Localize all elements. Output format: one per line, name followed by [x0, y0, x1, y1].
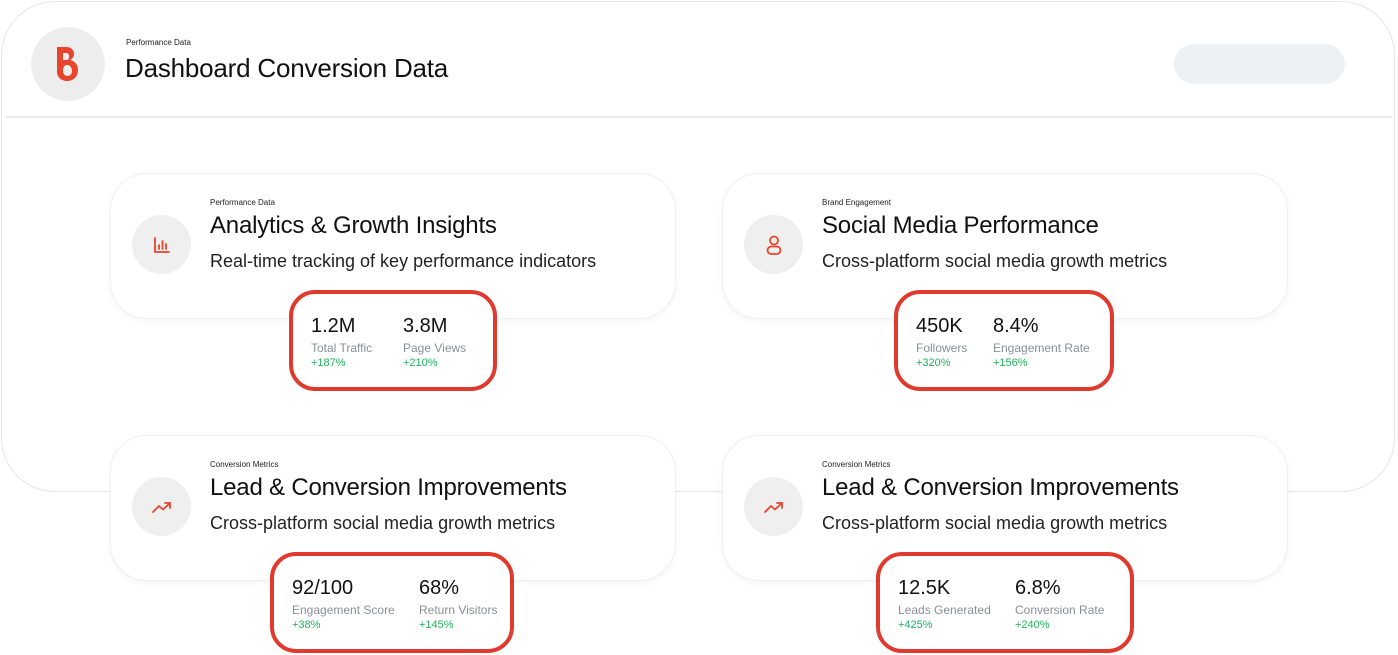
metrics-highlight-lead-2: 12.5K Leads Generated +425% 6.8% Convers…	[876, 552, 1134, 653]
header-eyebrow: Performance Data	[126, 38, 191, 47]
card-icon-wrap	[744, 215, 803, 274]
card-description: Cross-platform social media growth metri…	[210, 513, 556, 533]
brand-b-logo-icon	[57, 47, 78, 81]
card-icon-wrap	[132, 477, 191, 536]
metric-change: +425%	[898, 619, 933, 631]
metric-page-views: 3.8M Page Views +210%	[403, 314, 466, 370]
metrics-highlight-analytics: 1.2M Total Traffic +187% 3.8M Page Views…	[289, 290, 497, 391]
page-title: Dashboard Conversion Data	[125, 53, 449, 83]
metric-engagement-rate: 8.4% Engagement Rate +156%	[993, 314, 1090, 370]
metric-leads-generated: 12.5K Leads Generated +425%	[898, 576, 991, 632]
metric-change: +240%	[1015, 619, 1050, 631]
card-title: Lead & Conversion Improvements	[210, 474, 567, 501]
trending-up-icon	[151, 501, 171, 513]
metric-change: +38%	[292, 619, 321, 631]
metric-value: 1.2M	[311, 315, 356, 337]
card-eyebrow: Conversion Metrics	[822, 460, 891, 469]
metrics-highlight-social: 450K Followers +320% 8.4% Engagement Rat…	[894, 290, 1114, 391]
bar-chart-icon	[153, 236, 170, 253]
metric-change: +156%	[993, 357, 1028, 369]
card-icon-wrap	[132, 215, 191, 274]
card-icon-wrap	[744, 477, 803, 536]
metric-label: Engagement Rate	[993, 341, 1090, 355]
metric-label: Return Visitors	[419, 603, 498, 617]
card-eyebrow: Brand Engagement	[822, 198, 891, 207]
card-title: Analytics & Growth Insights	[210, 212, 497, 239]
header-divider	[6, 116, 1392, 118]
card-title: Social Media Performance	[822, 212, 1099, 239]
metric-value: 450K	[916, 315, 963, 337]
card-description: Real-time tracking of key performance in…	[210, 251, 597, 271]
metric-engagement-score: 92/100 Engagement Score +38%	[292, 576, 395, 632]
metric-value: 8.4%	[993, 315, 1039, 337]
metric-change: +320%	[916, 357, 951, 369]
metric-return-visitors: 68% Return Visitors +145%	[419, 576, 497, 632]
metric-label: Conversion Rate	[1015, 603, 1105, 617]
logo[interactable]	[31, 27, 105, 101]
metric-label: Leads Generated	[898, 603, 991, 617]
card-title: Lead & Conversion Improvements	[822, 474, 1179, 501]
user-icon	[766, 235, 781, 255]
metrics-highlight-lead-1: 92/100 Engagement Score +38% 68% Return …	[270, 552, 514, 653]
metric-label: Followers	[916, 341, 968, 355]
trending-up-icon	[763, 501, 783, 513]
metric-followers: 450K Followers +320%	[916, 314, 967, 370]
card-eyebrow: Performance Data	[210, 198, 275, 207]
metric-label: Engagement Score	[292, 603, 395, 617]
metric-value: 12.5K	[898, 577, 951, 599]
metric-change: +187%	[311, 357, 346, 369]
metric-label: Page Views	[403, 341, 467, 355]
metric-value: 92/100	[292, 577, 354, 599]
metric-label: Total Traffic	[311, 341, 373, 355]
metric-change: +145%	[419, 619, 454, 631]
metric-conversion-rate: 6.8% Conversion Rate +240%	[1015, 576, 1104, 632]
metric-total-traffic: 1.2M Total Traffic +187%	[311, 314, 372, 370]
card-description: Cross-platform social media growth metri…	[822, 251, 1168, 271]
metric-change: +210%	[403, 357, 438, 369]
metric-value: 68%	[419, 577, 460, 599]
metric-value: 6.8%	[1015, 577, 1061, 599]
metric-value: 3.8M	[403, 315, 448, 337]
card-eyebrow: Conversion Metrics	[210, 460, 279, 469]
header-pill-button[interactable]	[1174, 44, 1345, 84]
card-description: Cross-platform social media growth metri…	[822, 513, 1168, 533]
